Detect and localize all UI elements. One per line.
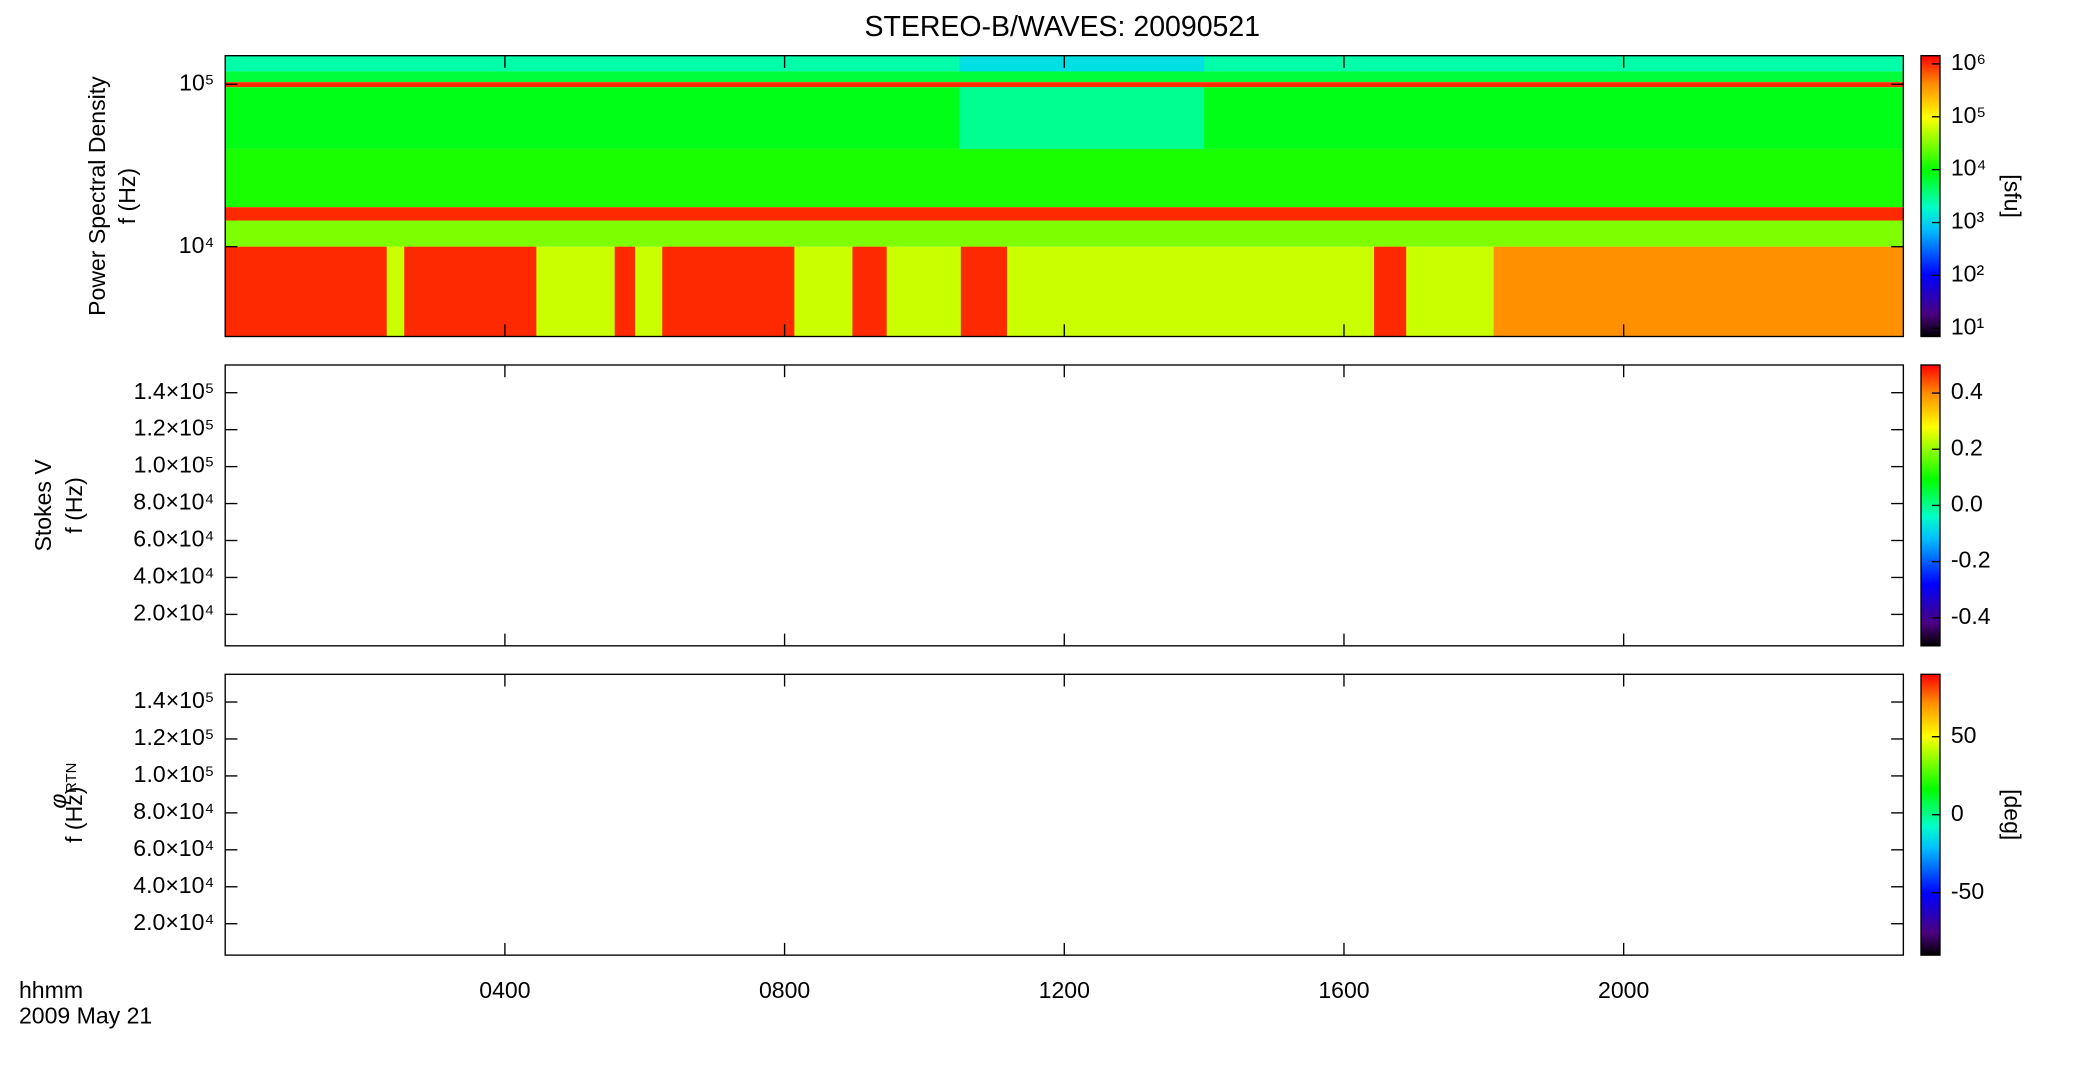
spectrogram-burst <box>1493 246 1904 337</box>
y-tick-label: 1.4×10⁵ <box>134 378 215 404</box>
y-tick-label: 6.0×10⁴ <box>133 526 214 552</box>
y-tick-label: 8.0×10⁴ <box>133 798 214 824</box>
y-tick-label: 1.0×10⁵ <box>134 452 215 478</box>
y-axis-title: f (Hz) <box>114 168 140 224</box>
y-tick-label: 10⁴ <box>179 232 215 258</box>
panel-frame <box>224 364 1905 647</box>
spectrogram-burst <box>404 246 537 337</box>
panel-frame <box>224 673 1905 956</box>
y-tick-label: 1.2×10⁵ <box>134 724 215 750</box>
colorbar-tick-label: 0.0 <box>1951 490 1983 516</box>
y-tick-label: 1.0×10⁵ <box>134 761 215 787</box>
y-axis-title: Power Spectral Density <box>84 76 110 316</box>
x-tick-label: 1200 <box>1039 977 1090 1003</box>
spectrogram-band <box>225 207 1904 221</box>
spectrogram-burst <box>1374 246 1407 337</box>
spectrogram-burst <box>852 246 887 337</box>
spectrogram-burst <box>614 246 635 337</box>
spectrogram-band <box>225 220 1904 247</box>
x-tick-label: 1600 <box>1318 977 1369 1003</box>
x-tick-label: 2000 <box>1598 977 1649 1003</box>
y-tick-label: 4.0×10⁴ <box>133 563 214 589</box>
y-axis-title: f (Hz) <box>61 787 87 843</box>
colorbar-tick-label: 0.4 <box>1951 378 1983 404</box>
colorbar-tick-label: 10³ <box>1951 208 1985 234</box>
colorbar-tick-label: -0.4 <box>1951 603 1991 629</box>
spectrogram-burst <box>959 55 1205 72</box>
colorbar-label: [deg] <box>1999 789 2025 840</box>
y-axis-title-subscript: RTN <box>63 763 80 793</box>
colorbar-tick-label: 0.2 <box>1951 434 1983 460</box>
y-tick-label: 4.0×10⁴ <box>133 872 214 898</box>
y-tick-label: 10⁵ <box>179 69 214 95</box>
y-tick-label: 2.0×10⁴ <box>133 600 214 626</box>
colorbar-tick-label: 10⁵ <box>1951 102 1986 128</box>
y-tick-label: 2.0×10⁴ <box>133 909 214 935</box>
y-tick-label: 6.0×10⁴ <box>133 835 214 861</box>
colorbar-tick-label: -0.2 <box>1951 547 1991 573</box>
x-tick-label: 0800 <box>759 977 810 1003</box>
colorbar-tick-label: -50 <box>1951 878 1984 904</box>
y-axis-title: Stokes V <box>30 459 56 552</box>
colorbar <box>1920 55 1941 338</box>
x-tick-label: 0400 <box>479 977 530 1003</box>
spectrogram-burst <box>662 246 795 337</box>
spectrogram-burst <box>960 246 1007 337</box>
colorbar-tick-label: 10⁴ <box>1951 155 1987 181</box>
colorbar-tick-label: 0 <box>1951 800 1964 826</box>
spectrogram-band <box>225 148 1904 208</box>
colorbar-tick-label: 50 <box>1951 722 1977 748</box>
spectrogram-band <box>225 82 1904 88</box>
spectrogram-burst <box>959 87 1205 149</box>
y-tick-label: 1.4×10⁵ <box>134 687 215 713</box>
date-label: 2009 May 21 <box>19 1003 152 1029</box>
x-axis-label: hhmm <box>19 977 83 1003</box>
y-tick-label: 8.0×10⁴ <box>133 489 214 515</box>
colorbar-label: [sfu] <box>1999 174 2025 218</box>
y-tick-label: 1.2×10⁵ <box>134 415 215 441</box>
colorbar-tick-label: 10¹ <box>1951 313 1985 339</box>
colorbar-tick-label: 10² <box>1951 261 1985 287</box>
figure-title: STEREO-B/WAVES: 20090521 <box>864 11 1260 43</box>
spectrogram-burst <box>225 246 387 337</box>
colorbar-tick-label: 10⁶ <box>1951 49 1986 75</box>
spectrogram-band <box>225 71 1904 83</box>
y-axis-title: f (Hz) <box>61 477 87 533</box>
y-axis-title-symbol: φ <box>45 794 71 809</box>
